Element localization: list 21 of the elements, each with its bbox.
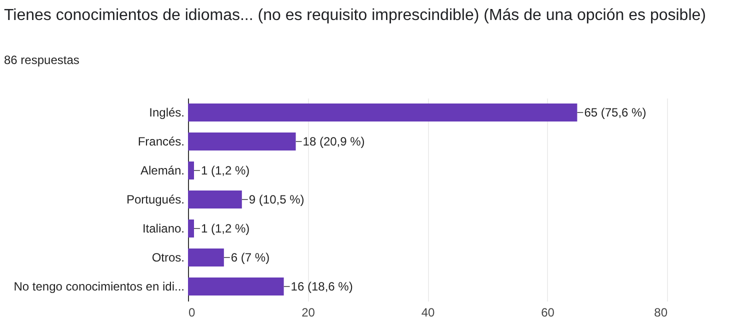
y-tick-label: Francés. xyxy=(138,134,184,148)
x-tick-label: 0 xyxy=(188,306,196,320)
data-label: 16 (18,6 %) xyxy=(290,280,353,294)
data-label: 6 (7 %) xyxy=(230,250,270,264)
data-label: 9 (10,5 %) xyxy=(248,192,304,206)
y-tick-label: Portugués. xyxy=(126,192,184,206)
data-label: 65 (75,6 %) xyxy=(584,106,646,120)
y-tick-label: Otros. xyxy=(152,250,184,264)
data-label: 1 (1,2 %) xyxy=(200,222,250,236)
y-tick-label: Alemán. xyxy=(140,164,184,178)
y-tick-label: No tengo conocimientos en idi... xyxy=(14,280,184,294)
x-tick-label: 60 xyxy=(541,306,555,320)
data-label: 1 (1,2 %) xyxy=(200,164,250,178)
x-tick-label: 40 xyxy=(421,306,435,320)
data-label: 18 (20,9 %) xyxy=(302,134,365,148)
x-tick-label: 80 xyxy=(654,306,668,320)
text: 86 respuestas xyxy=(4,53,80,67)
y-tick-label: Inglés. xyxy=(149,106,184,120)
chart-title: Tienes conocimientos de idiomas... (no es requisito imprescindible) (Más de una opción es posible) xyxy=(4,7,706,24)
y-tick-label: Italiano. xyxy=(142,222,184,236)
x-tick-label: 20 xyxy=(302,306,316,320)
